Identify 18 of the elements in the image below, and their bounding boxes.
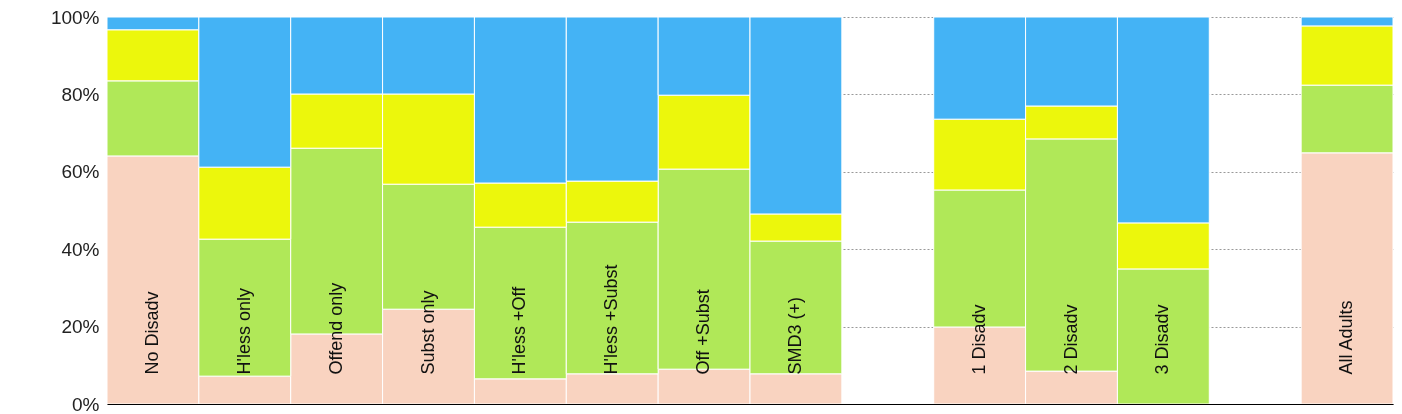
x-tick-label: No Disadv — [141, 291, 162, 375]
x-tick-label: Subst only — [417, 290, 438, 375]
x-tick-label: 1 Disadv — [968, 304, 989, 375]
x-tick-label: 2 Disadv — [1060, 304, 1081, 375]
x-tick-label: H'less +Subst — [601, 264, 622, 375]
x-tick-label: Off +Subst — [693, 289, 714, 375]
y-tick-label: 100% — [50, 6, 100, 28]
x-tick-label: Offend only — [325, 282, 346, 375]
y-tick-label: 80% — [61, 83, 100, 105]
y-tick-label: 0% — [72, 393, 100, 414]
x-tick-label: SMD3 (+) — [784, 296, 805, 375]
x-tick-label: All Adults — [1336, 300, 1357, 375]
y-tick-label: 40% — [61, 238, 100, 260]
x-tick-label: H'less only — [233, 288, 254, 375]
x-tick-label: 3 Disadv — [1152, 304, 1173, 375]
y-tick-label: 60% — [61, 161, 100, 183]
x-tick-label: H'less +Off — [509, 285, 530, 375]
y-tick-label: 20% — [61, 316, 100, 338]
